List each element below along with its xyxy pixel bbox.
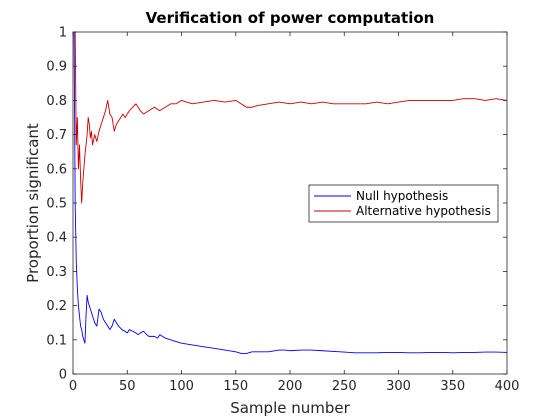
- legend-entry-null: Null hypothesis: [356, 189, 448, 203]
- x-tick-label: 50: [119, 379, 136, 394]
- x-axis-label: Sample number: [230, 399, 350, 417]
- x-tick-label: 350: [440, 379, 465, 394]
- series-line-alternative: [74, 31, 508, 204]
- y-tick-label: 1: [59, 26, 67, 41]
- legend: Null hypothesis Alternative hypothesis: [308, 184, 499, 223]
- chart-title: Verification of power computation: [146, 9, 435, 27]
- x-tick-label: 0: [69, 379, 77, 394]
- y-tick-label: 0.2: [46, 299, 67, 314]
- x-tick-label: 250: [332, 379, 357, 394]
- legend-box: [308, 184, 499, 223]
- y-tick-label: 0.4: [46, 231, 67, 246]
- x-tick-label: 200: [278, 379, 303, 394]
- y-axis-label: Proportion significant: [24, 123, 42, 283]
- legend-entry-alternative: Alternative hypothesis: [356, 204, 491, 218]
- x-tick-label: 400: [495, 379, 520, 394]
- x-tick-label: 100: [169, 379, 194, 394]
- series-line-null: [73, 31, 508, 354]
- x-tick-label: 150: [223, 379, 248, 394]
- y-tick-label: 0.6: [46, 162, 67, 177]
- y-tick-label: 0.8: [46, 94, 67, 109]
- y-tick-label: 0.3: [46, 265, 67, 280]
- y-tick-label: 0.7: [46, 128, 67, 143]
- x-tick-label: 300: [386, 379, 411, 394]
- y-tick-label: 0.1: [46, 333, 67, 348]
- y-tick-label: 0: [59, 368, 67, 383]
- series-layer: [73, 31, 508, 354]
- y-tick-label: 0.5: [46, 197, 67, 212]
- y-tick-label: 0.9: [46, 60, 67, 75]
- ticks-layer: 0 50 100 150 200 250 300 350 400 0 0.1 0.2 0.3 0.4 0.5…: [46, 26, 519, 395]
